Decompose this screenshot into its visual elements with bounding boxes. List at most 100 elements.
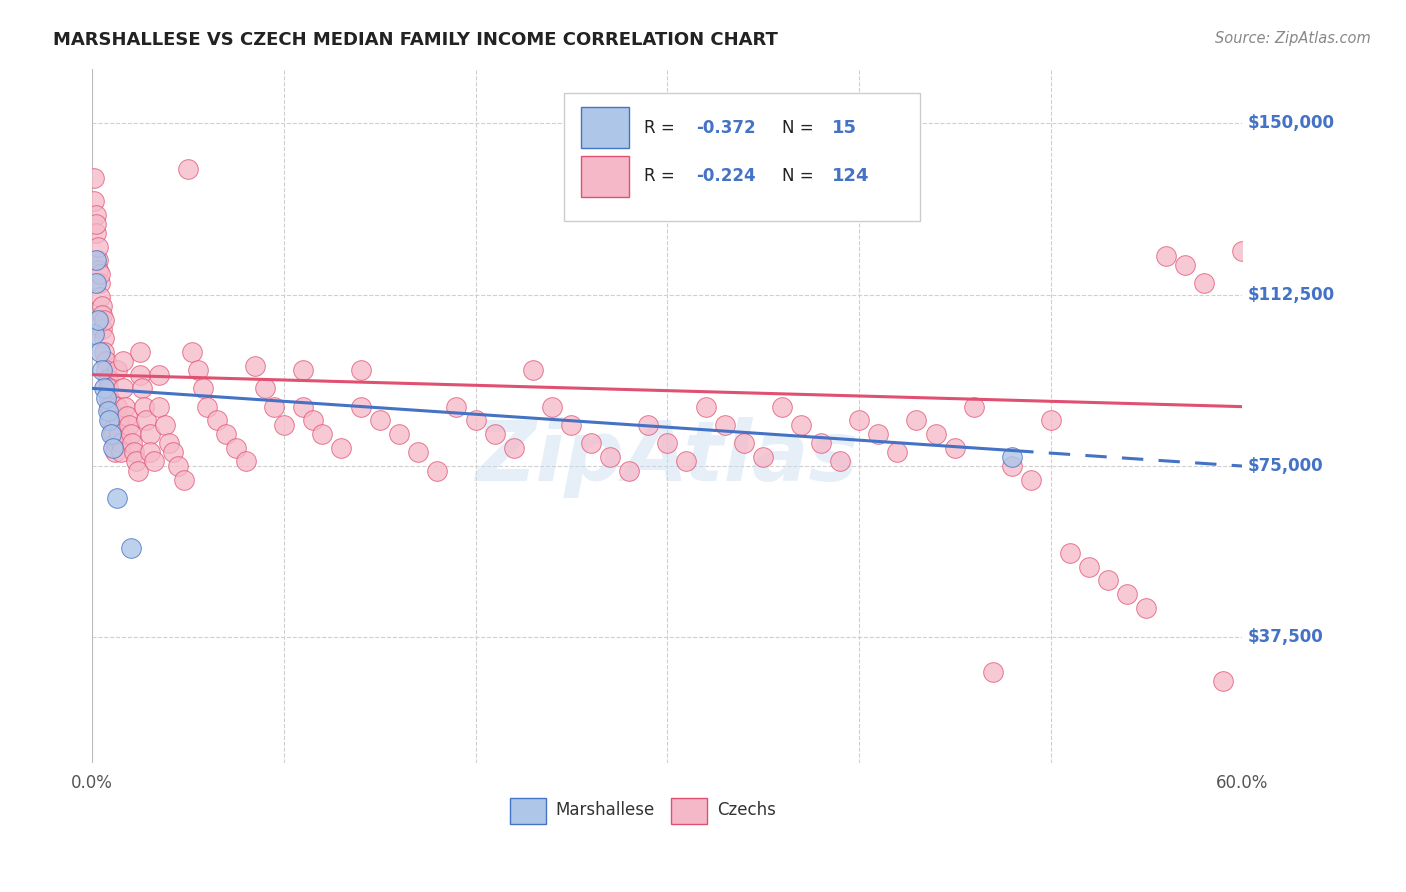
Point: [828, 454, 851, 468]
Point: [579, 436, 602, 450]
Point: [981, 665, 1004, 679]
Point: [752, 450, 775, 464]
Point: [205, 413, 228, 427]
Point: [790, 417, 813, 432]
Point: [93, 344, 115, 359]
Point: [93, 331, 115, 345]
Text: Czechs: Czechs: [717, 801, 776, 819]
Point: [83, 171, 105, 186]
Point: [121, 436, 143, 450]
Point: [502, 441, 524, 455]
Point: [87, 262, 110, 277]
FancyBboxPatch shape: [564, 93, 920, 221]
Point: [100, 404, 122, 418]
Point: [114, 400, 136, 414]
Point: [905, 413, 928, 427]
Point: [142, 454, 165, 468]
Point: [637, 417, 659, 432]
Point: [713, 417, 735, 432]
Point: [215, 427, 238, 442]
Point: [866, 427, 889, 442]
FancyBboxPatch shape: [671, 797, 707, 824]
Point: [124, 445, 146, 459]
Point: [541, 400, 564, 414]
Point: [111, 354, 134, 368]
Point: [94, 363, 117, 377]
Point: [104, 436, 127, 450]
Text: -0.224: -0.224: [696, 167, 755, 186]
Point: [810, 436, 832, 450]
Point: [93, 313, 115, 327]
Point: [84, 277, 107, 291]
Point: [349, 363, 371, 377]
Text: R =: R =: [644, 167, 681, 186]
Point: [87, 313, 110, 327]
Text: R =: R =: [644, 119, 681, 136]
Point: [111, 381, 134, 395]
Text: $75,000: $75,000: [1249, 457, 1323, 475]
Point: [108, 427, 131, 442]
Point: [311, 427, 333, 442]
Point: [1192, 277, 1215, 291]
Point: [695, 400, 717, 414]
Point: [103, 441, 125, 455]
Point: [1001, 458, 1024, 473]
Point: [117, 417, 139, 432]
Point: [657, 436, 679, 450]
Text: N =: N =: [782, 119, 820, 136]
Point: [263, 400, 285, 414]
Text: ZipAtlas: ZipAtlas: [475, 417, 859, 498]
Point: [90, 299, 112, 313]
Point: [87, 240, 110, 254]
Point: [120, 541, 142, 556]
Point: [103, 427, 125, 442]
Point: [273, 417, 295, 432]
Point: [90, 363, 112, 377]
Point: [131, 381, 153, 395]
Point: [103, 422, 125, 436]
Point: [127, 464, 149, 478]
Point: [963, 400, 986, 414]
Point: [368, 413, 391, 427]
Point: [330, 441, 353, 455]
Point: [84, 253, 107, 268]
Point: [426, 464, 449, 478]
Point: [110, 436, 132, 450]
Text: N =: N =: [782, 167, 820, 186]
Point: [599, 450, 621, 464]
Point: [1174, 258, 1197, 272]
Text: 124: 124: [831, 167, 869, 186]
Point: [83, 194, 105, 208]
Point: [96, 381, 118, 395]
Point: [93, 381, 115, 395]
Point: [1097, 574, 1119, 588]
Point: [464, 413, 486, 427]
Point: [84, 226, 107, 240]
Point: [1135, 600, 1157, 615]
Point: [89, 290, 111, 304]
Point: [105, 363, 128, 377]
Point: [193, 381, 215, 395]
Point: [733, 436, 755, 450]
Text: MARSHALLESE VS CZECH MEDIAN FAMILY INCOME CORRELATION CHART: MARSHALLESE VS CZECH MEDIAN FAMILY INCOM…: [53, 31, 779, 49]
Point: [187, 363, 209, 377]
Point: [98, 391, 121, 405]
Point: [1001, 450, 1024, 464]
Point: [110, 445, 132, 459]
Text: Source: ZipAtlas.com: Source: ZipAtlas.com: [1215, 31, 1371, 46]
Point: [98, 400, 121, 414]
Point: [125, 454, 148, 468]
FancyBboxPatch shape: [581, 156, 630, 196]
Point: [560, 417, 582, 432]
Point: [138, 445, 160, 459]
Point: [148, 400, 170, 414]
Point: [90, 322, 112, 336]
Point: [406, 445, 429, 459]
Point: [388, 427, 411, 442]
Point: [675, 454, 697, 468]
Point: [96, 404, 118, 418]
Point: [225, 441, 247, 455]
Point: [943, 441, 966, 455]
Point: [1116, 587, 1139, 601]
Text: Marshallese: Marshallese: [555, 801, 655, 819]
